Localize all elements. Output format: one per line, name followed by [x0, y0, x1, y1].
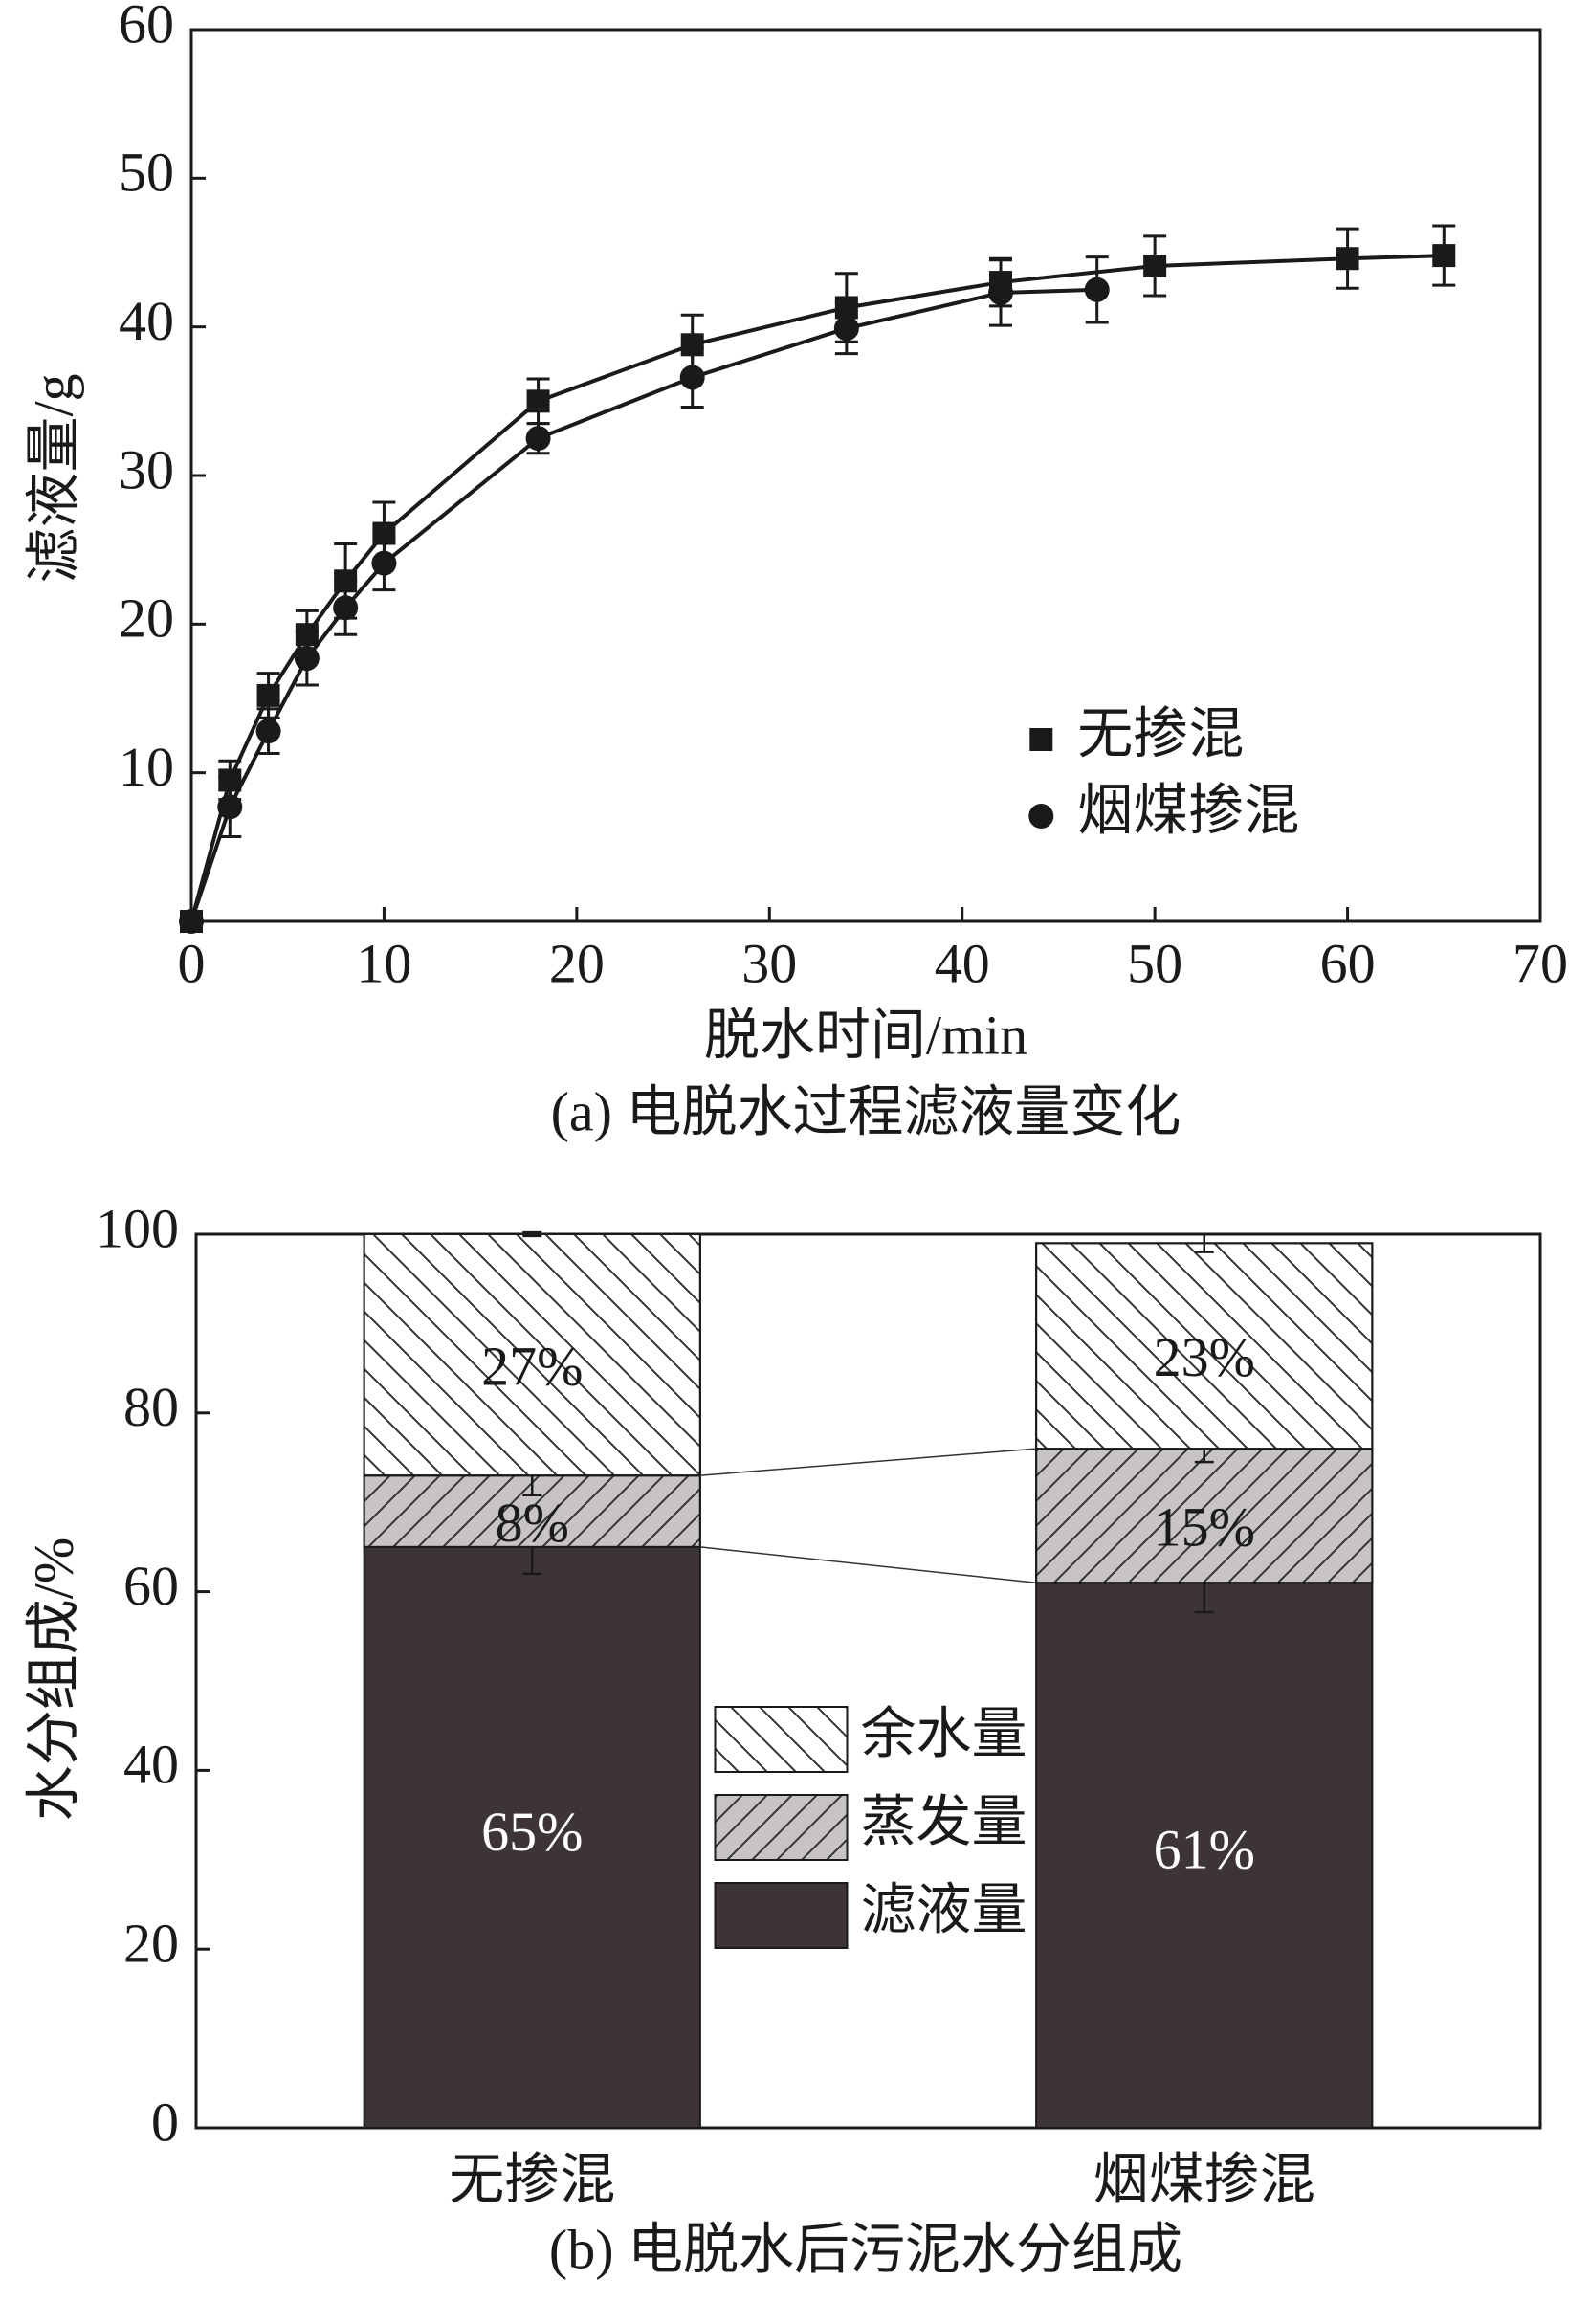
marker	[179, 909, 204, 934]
caption: (b) 电脱水后污泥水分组成	[549, 2218, 1182, 2280]
value-label: 61%	[1154, 1818, 1255, 1880]
marker	[333, 595, 359, 621]
marker	[526, 389, 550, 413]
y-axis-title: 水分组成/%	[22, 1538, 84, 1821]
legend-label: 余水量	[861, 1702, 1027, 1764]
legend-label: 烟煤掺混	[1077, 779, 1299, 841]
marker	[255, 719, 281, 744]
marker	[1143, 254, 1167, 277]
y-tick-label: 100	[96, 1197, 179, 1259]
y-tick-label: 60	[123, 1555, 179, 1617]
y-tick-label: 60	[119, 0, 174, 55]
bar-segment	[363, 1545, 701, 2129]
value-label: 65%	[481, 1801, 583, 1863]
bar-segment	[1035, 1582, 1374, 2129]
x-tick-label: 60	[1320, 932, 1376, 994]
x-tick-label: 20	[549, 932, 605, 994]
plot-frame	[194, 1232, 1542, 2130]
legend-hatch	[714, 1706, 849, 1773]
marker	[988, 279, 1013, 305]
value-label: 23%	[1154, 1326, 1255, 1388]
hatch	[363, 1233, 701, 1477]
marker	[217, 794, 243, 820]
x-axis-title: 脱水时间/min	[704, 1004, 1027, 1066]
legend-label: 蒸发量	[861, 1790, 1027, 1852]
y-tick-label: 50	[119, 142, 174, 204]
error-bar	[1194, 1232, 1214, 1253]
x-tick-label: 70	[1513, 932, 1568, 994]
marker	[256, 683, 280, 707]
error-bar	[522, 1230, 542, 1238]
value-label: 15%	[1154, 1496, 1255, 1559]
value-label: 8%	[496, 1492, 569, 1554]
marker	[1336, 247, 1359, 271]
y-axis-title: 滤液量/g	[22, 373, 84, 583]
marker	[1084, 277, 1110, 302]
plot-frame	[189, 28, 1542, 923]
marker	[294, 646, 320, 672]
y-tick-label: 30	[119, 438, 174, 500]
x-tick-label: 50	[1127, 932, 1182, 994]
x-tick-label: 烟煤掺混	[1093, 2148, 1315, 2210]
x-tick-label: 30	[741, 932, 797, 994]
legend-hatch	[714, 1794, 849, 1861]
x-tick-label: 无掺混	[449, 2148, 615, 2210]
legend-label: 无掺混	[1077, 702, 1244, 764]
y-tick-label: 40	[123, 1734, 179, 1796]
marker	[1432, 244, 1456, 268]
legend-marker	[1028, 804, 1054, 829]
x-tick-label: 40	[935, 932, 990, 994]
legend-marker	[1029, 728, 1053, 751]
y-tick-label: 0	[151, 2091, 179, 2153]
hatch	[1035, 1448, 1374, 1584]
marker	[525, 426, 551, 452]
y-tick-label: 20	[119, 587, 174, 650]
marker	[371, 550, 397, 576]
connector	[699, 1448, 1037, 1476]
value-label: 27%	[481, 1335, 583, 1397]
x-tick-label: 10	[356, 932, 411, 994]
y-tick-label: 20	[123, 1913, 179, 1975]
marker	[679, 365, 705, 390]
x-tick-label: 0	[178, 932, 206, 994]
y-tick-label: 10	[119, 736, 174, 798]
marker	[833, 316, 859, 342]
caption: (a) 电脱水过程滤液量变化	[551, 1080, 1181, 1142]
legend-label: 滤液量	[861, 1878, 1027, 1940]
connector	[699, 1546, 1037, 1584]
y-tick-label: 80	[123, 1376, 179, 1438]
legend-swatch	[714, 1882, 849, 1949]
y-tick-label: 40	[119, 290, 174, 352]
